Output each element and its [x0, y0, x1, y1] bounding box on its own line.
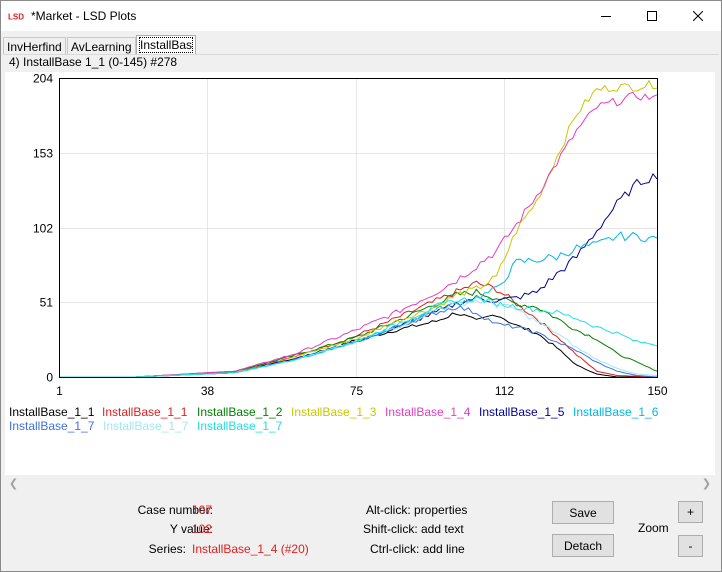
alt-click-hint: Alt-click: properties — [366, 503, 468, 517]
scroll-right-icon[interactable]: ❯ — [701, 478, 712, 490]
maximize-button[interactable] — [629, 1, 675, 31]
legend-entry: InstallBase_1_3 — [291, 405, 377, 419]
tab-invherfind[interactable]: InvHerfind — [3, 37, 66, 55]
plot-canvas[interactable]: 0 51 102 153 204 1 38 75 112 150 InstallBase_1_1… — [5, 72, 715, 475]
tab-label: InvHerfind — [7, 40, 62, 54]
legend-entry: InstallBase_1_5 — [479, 405, 565, 419]
minimize-button[interactable] — [583, 1, 629, 31]
legend-entry: InstallBase_1_4 — [385, 405, 471, 419]
tab-installbas[interactable]: InstallBas — [136, 35, 197, 55]
tab-avlearning[interactable]: AvLearning — [67, 37, 136, 55]
detach-button[interactable]: Detach — [552, 534, 614, 557]
series-line[interactable] — [59, 231, 658, 378]
chart-series — [59, 79, 658, 378]
y-value-label: Y value: — [169, 522, 213, 536]
close-button[interactable] — [675, 1, 721, 31]
y-tick-label: 204 — [33, 72, 53, 86]
x-tick-label: 38 — [201, 384, 215, 398]
tab-label: AvLearning — [71, 40, 132, 54]
zoom-label: Zoom — [638, 521, 669, 535]
legend-entry: InstallBase_1_6 — [573, 405, 659, 419]
series-value: InstallBase_1_4 (#20) — [192, 542, 309, 556]
y-tick-label: 102 — [33, 222, 53, 236]
close-icon — [693, 11, 703, 21]
horizontal-scrollbar[interactable]: ❮ ❯ — [5, 475, 715, 492]
maximize-icon — [647, 11, 657, 21]
y-axis-ticks: 0 51 102 153 204 — [33, 72, 53, 385]
y-tick-label: 51 — [40, 296, 54, 310]
save-button[interactable]: Save — [552, 501, 614, 524]
legend-entry: InstallBase_1_7 — [9, 419, 95, 433]
chart-grid — [59, 78, 658, 378]
lsd-logo-icon: LSD — [8, 11, 26, 21]
legend-entry: InstallBase_1_7 — [103, 419, 189, 433]
series-line[interactable] — [59, 312, 657, 378]
plot-frame — [59, 78, 658, 378]
series-line[interactable] — [59, 295, 658, 378]
line-chart[interactable]: 0 51 102 153 204 1 38 75 112 150 — [5, 72, 715, 475]
y-value-value: 102 — [192, 522, 213, 536]
minimize-icon — [601, 16, 611, 17]
legend-entry: InstallBase_1_1 — [9, 405, 95, 419]
x-tick-label: 1 — [56, 384, 63, 398]
title-bar[interactable]: LSD *Market - LSD Plots — [1, 1, 721, 31]
x-axis-ticks: 1 38 75 112 150 — [56, 384, 668, 398]
legend-entry: InstallBase_1_1 — [102, 405, 188, 419]
x-tick-label: 112 — [495, 384, 514, 398]
y-tick-label: 153 — [33, 147, 53, 161]
zoom-out-button[interactable]: - — [678, 535, 703, 557]
case-number-value: 107 — [192, 503, 213, 517]
plot-header: 4) InstallBase 1_1 (0-145) #278 — [9, 55, 178, 69]
scroll-left-icon[interactable]: ❮ — [8, 478, 19, 490]
x-tick-label: 75 — [350, 384, 364, 398]
tab-label: InstallBas — [138, 37, 194, 53]
window-title: *Market - LSD Plots — [31, 9, 137, 23]
series-label: Series: — [148, 542, 186, 556]
x-tick-label: 150 — [647, 384, 667, 398]
legend-entry: InstallBase_1_7 — [197, 419, 283, 433]
legend-entry: InstallBase_1_2 — [197, 405, 283, 419]
zoom-in-button[interactable]: + — [678, 501, 703, 523]
svg-text:LSD: LSD — [8, 13, 24, 22]
series-line[interactable] — [59, 91, 658, 378]
ctrl-click-hint: Ctrl-click: add line — [370, 542, 465, 556]
shift-click-hint: Shift-click: add text — [363, 522, 464, 536]
y-tick-label: 0 — [46, 371, 53, 385]
case-number-label: Case number: — [137, 503, 213, 517]
